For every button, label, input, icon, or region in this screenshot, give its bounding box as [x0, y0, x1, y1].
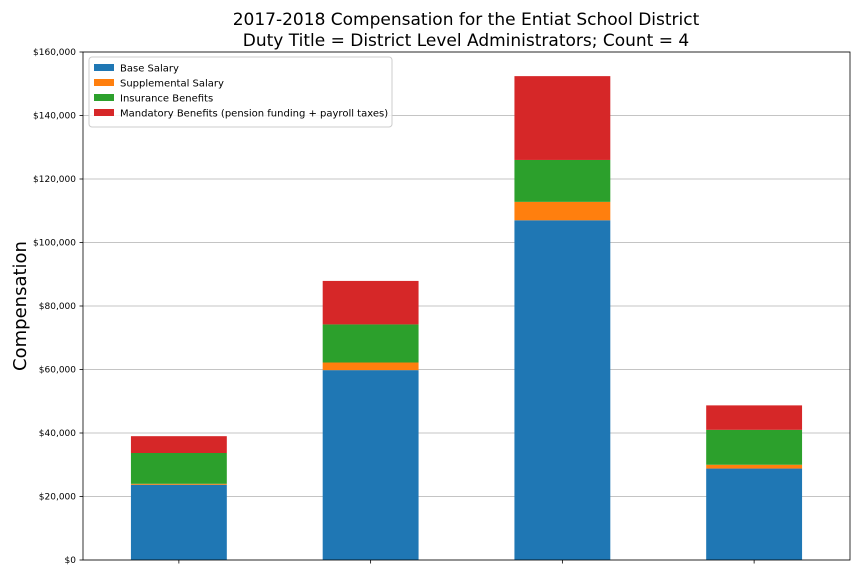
legend-swatch: [94, 109, 114, 116]
bar-segment: [322, 324, 419, 363]
y-tick-label: $40,000: [39, 429, 76, 439]
legend-label: Supplemental Salary: [120, 79, 224, 90]
bar-segment: [706, 468, 803, 560]
y-tick-label: $80,000: [39, 302, 76, 312]
bar-segment: [514, 201, 611, 221]
bar-segment: [322, 370, 419, 560]
y-tick-label: $20,000: [39, 493, 76, 503]
bars: [130, 76, 803, 560]
y-tick-label: $100,000: [33, 239, 76, 249]
bar-segment: [130, 436, 227, 454]
legend: Base Salary Supplemental Salary Insurance …: [88, 56, 393, 128]
legend-swatch: [94, 79, 114, 86]
y-tick-label: $140,000: [33, 112, 76, 122]
bar-segment: [514, 76, 611, 160]
plot-frame: [82, 51, 851, 561]
bar-segment: [322, 362, 419, 371]
y-tick-label: $160,000: [33, 48, 76, 58]
legend-label: Insurance Benefits: [120, 94, 213, 105]
legend-swatch: [94, 64, 114, 71]
bar-segment: [130, 483, 227, 485]
bar-segment: [322, 280, 419, 325]
y-tick-label: $60,000: [39, 366, 76, 376]
bar-segment: [130, 453, 227, 484]
bar-segment: [514, 220, 611, 560]
legend-swatch: [94, 94, 114, 101]
axes: $0 $20,000 $40,000 $60,000 $80,000 $100,000 $1…: [33, 48, 851, 566]
bar-segment: [130, 484, 227, 560]
y-axis-label: Compensation: [10, 241, 31, 371]
chart-title: 2017-2018 Compensation for the Entiat Sc…: [233, 10, 700, 30]
bar-segment: [706, 405, 803, 430]
bar-segment: [706, 464, 803, 469]
legend-label: Base Salary: [120, 64, 179, 75]
legend-box: [88, 56, 393, 128]
bar-segment: [514, 159, 611, 202]
y-tick-label: $120,000: [33, 175, 76, 185]
legend-label: Mandatory Benefits (pension funding + pa…: [120, 109, 388, 120]
chart-subtitle: Duty Title = District Level Administrato…: [243, 31, 689, 51]
bar-segment: [706, 429, 803, 465]
y-tick-label: $0: [65, 556, 77, 566]
